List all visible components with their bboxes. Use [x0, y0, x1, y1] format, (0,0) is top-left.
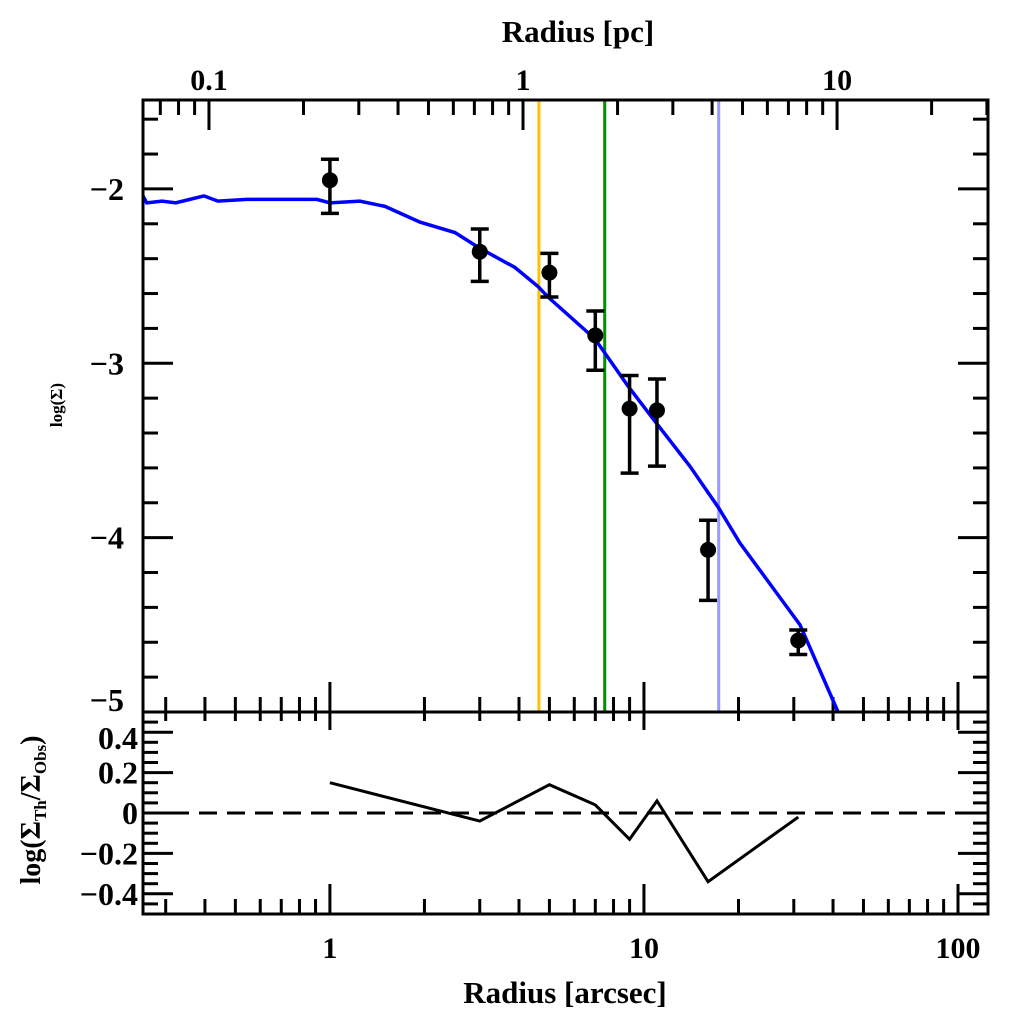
main-panel-frame	[141, 98, 990, 714]
main-y-tick-label: −4	[90, 520, 124, 556]
main-y-tick-label: −5	[90, 682, 124, 718]
residual-y-tick-label: 0.4	[98, 720, 138, 756]
top-x-tick-label: 1	[516, 64, 531, 97]
main-y-tick-label: −2	[90, 171, 124, 207]
data-point	[790, 632, 807, 649]
data-point	[587, 327, 604, 344]
bottom-axis-title: Radius [arcsec]	[463, 975, 666, 1010]
main-y-axis-title: log(Σ)	[47, 383, 66, 427]
x-tick-label: 100	[936, 932, 981, 965]
main-y-tick-label: −3	[90, 345, 124, 381]
data-point	[541, 264, 558, 281]
data-point	[471, 243, 488, 260]
x-tick-label: 1	[322, 932, 337, 965]
data-point	[621, 400, 638, 417]
top-axis-title: Radius [pc]	[502, 14, 654, 49]
top-x-tick-label: 10	[822, 64, 852, 97]
model-curve	[141, 194, 840, 713]
data-point	[321, 172, 338, 189]
residual-y-axis-title: log(ΣTh/ΣObs)	[16, 736, 50, 885]
data-point	[648, 402, 665, 419]
residual-y-tick-label: 0.2	[98, 755, 138, 791]
residual-panel-frame	[141, 710, 990, 916]
data-point	[700, 541, 717, 558]
data-layer	[141, 157, 988, 884]
residual-y-tick-label: −0.4	[80, 876, 138, 912]
residual-line	[329, 781, 800, 884]
x-tick-label: 10	[629, 932, 659, 965]
axis-ticks: 1 10 100 0.1 1 10 −2 −3 −4 −50.40.2 0 −0.2 −0.4	[80, 64, 989, 965]
top-x-tick-label: 0.1	[190, 64, 228, 97]
residual-y-tick-label: −0.2	[80, 835, 138, 871]
residual-y-tick-label: 0	[122, 795, 138, 831]
vertical-lines	[537, 100, 721, 712]
